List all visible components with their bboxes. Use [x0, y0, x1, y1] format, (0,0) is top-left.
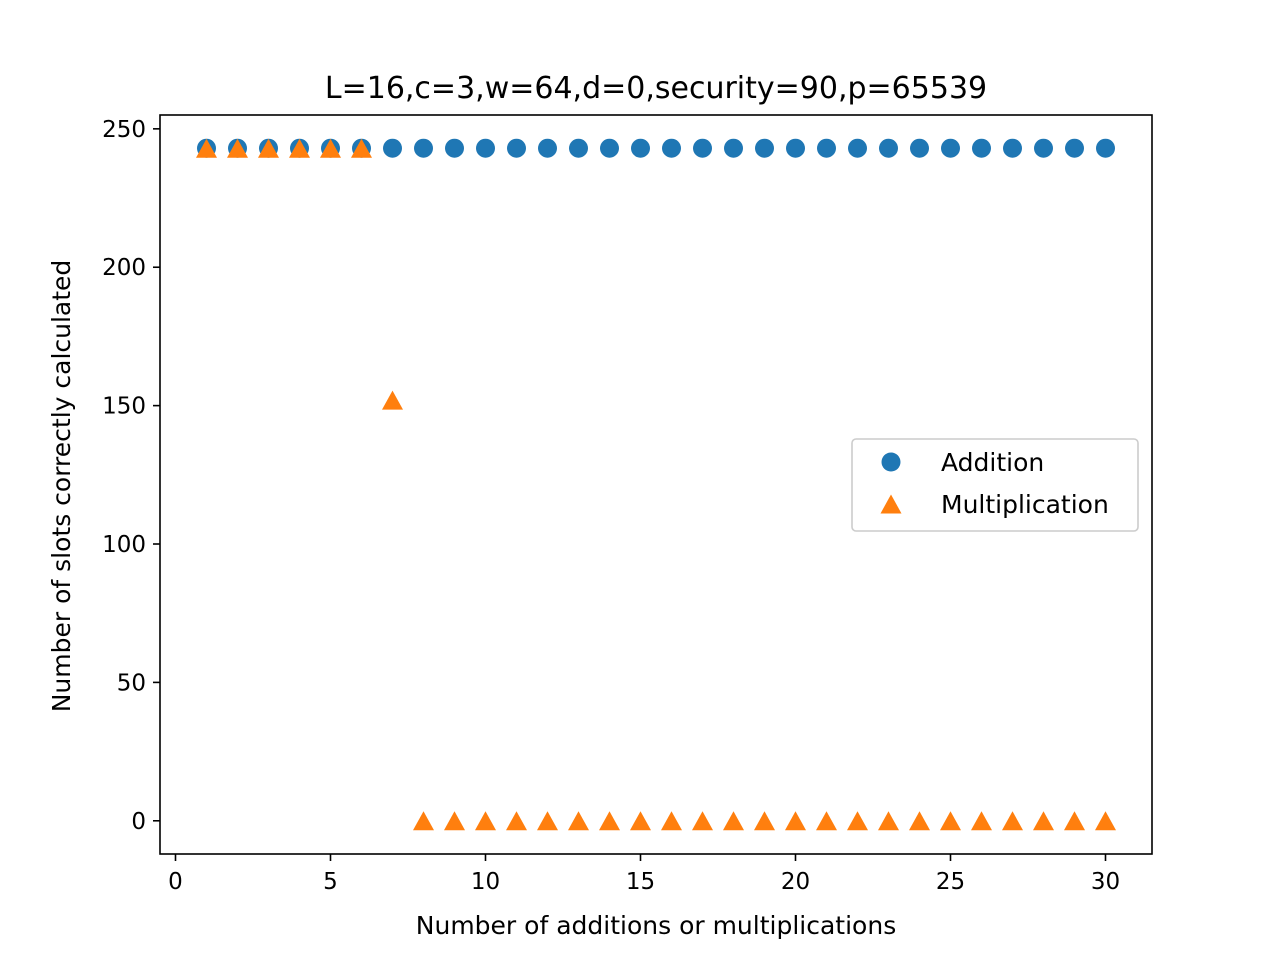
multiplication-point: [227, 138, 248, 158]
plot-area: 0 5 10 15 20 25 30 0 50 100 150 200 250: [102, 114, 1153, 895]
addition-point: [631, 138, 650, 158]
multiplication-point: [568, 811, 589, 831]
multiplication-point: [258, 138, 279, 158]
multiplication-point: [413, 811, 434, 831]
multiplication-point: [847, 811, 868, 831]
addition-point: [1034, 138, 1053, 158]
addition-point: [445, 138, 464, 158]
y-tick-label: 50: [117, 670, 146, 696]
addition-point: [1096, 138, 1115, 158]
y-tick-label: 250: [102, 117, 146, 143]
addition-point: [724, 138, 743, 158]
x-tick-label: 10: [471, 869, 500, 895]
addition-point: [693, 138, 712, 158]
y-tick-label: 0: [131, 809, 146, 835]
y-tick-label: 200: [102, 255, 146, 281]
addition-point: [414, 138, 433, 158]
multiplication-point: [196, 138, 217, 158]
addition-point: [755, 138, 774, 158]
x-tick-label: 15: [626, 869, 655, 895]
multiplication-point: [1064, 811, 1085, 831]
addition-point: [538, 138, 557, 158]
multiplication-point: [630, 811, 651, 831]
multiplication-point: [320, 138, 341, 158]
y-tick-label: 150: [102, 394, 146, 420]
legend-addition-label: Addition: [941, 448, 1044, 477]
multiplication-point: [351, 138, 372, 158]
multiplication-point: [816, 811, 837, 831]
addition-point: [910, 138, 929, 158]
multiplication-point: [785, 811, 806, 831]
x-tick-label: 30: [1091, 869, 1120, 895]
x-tick-label: 5: [323, 869, 338, 895]
x-tick-label: 0: [168, 869, 183, 895]
chart-title: L=16,c=3,w=64,d=0,security=90,p=65539: [325, 71, 987, 106]
legend-addition-marker: [881, 452, 901, 472]
addition-point: [1003, 138, 1022, 158]
multiplication-point: [506, 811, 527, 831]
multiplication-point: [382, 390, 403, 410]
multiplication-point: [475, 811, 496, 831]
legend: Addition Multiplication: [851, 438, 1139, 532]
multiplication-point: [661, 811, 682, 831]
addition-point: [941, 138, 960, 158]
addition-point: [507, 138, 526, 158]
x-tick-label: 20: [781, 869, 810, 895]
multiplication-point: [723, 811, 744, 831]
multiplication-point: [940, 811, 961, 831]
addition-point: [972, 138, 991, 158]
multiplication-point: [537, 811, 558, 831]
multiplication-point: [599, 811, 620, 831]
multiplication-point: [444, 811, 465, 831]
multiplication-point: [754, 811, 775, 831]
addition-point: [786, 138, 805, 158]
x-axis-label: Number of additions or multiplications: [416, 911, 896, 940]
addition-point: [662, 138, 681, 158]
multiplication-point: [289, 138, 310, 158]
multiplication-point: [878, 811, 899, 831]
multiplication-point: [1033, 811, 1054, 831]
multiplication-point: [1095, 811, 1116, 831]
addition-point: [848, 138, 867, 158]
addition-point: [879, 138, 898, 158]
axes-frame: [159, 114, 1153, 855]
addition-point: [1065, 138, 1084, 158]
series-multiplication: [196, 138, 1116, 831]
y-axis-label: Number of slots correctly calculated: [47, 260, 76, 713]
multiplication-point: [692, 811, 713, 831]
multiplication-point: [971, 811, 992, 831]
multiplication-point: [1002, 811, 1023, 831]
legend-multiplication-label: Multiplication: [941, 490, 1109, 519]
y-tick-label: 100: [102, 532, 146, 558]
addition-point: [817, 138, 836, 158]
legend-multiplication-marker: [880, 494, 902, 514]
addition-point: [476, 138, 495, 158]
addition-point: [600, 138, 619, 158]
x-tick-label: 25: [936, 869, 965, 895]
legend-box: [851, 438, 1139, 532]
addition-point: [383, 138, 402, 158]
addition-point: [569, 138, 588, 158]
multiplication-point: [909, 811, 930, 831]
